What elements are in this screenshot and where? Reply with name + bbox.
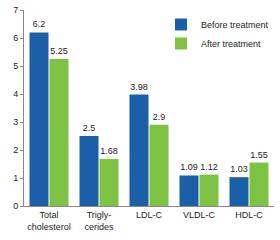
svg-text:Before treatment: Before treatment [201,20,269,30]
svg-text:1.55: 1.55 [250,150,268,160]
svg-text:Trigly-cerides: Trigly-cerides [84,210,114,232]
svg-text:1.68: 1.68 [100,146,118,156]
svg-text:2.9: 2.9 [153,112,166,122]
svg-text:After treatment: After treatment [201,39,261,49]
svg-text:4: 4 [13,89,18,99]
svg-text:6.2: 6.2 [33,19,46,29]
svg-text:3.98: 3.98 [130,82,148,92]
svg-text:0: 0 [13,201,18,211]
svg-text:LDL-C: LDL-C [136,210,163,220]
svg-text:1.12: 1.12 [200,162,218,172]
svg-text:1.03: 1.03 [230,164,248,174]
svg-text:6: 6 [13,33,18,43]
svg-text:HDL-C: HDL-C [235,210,263,220]
svg-text:2.5: 2.5 [83,123,96,133]
svg-text:2: 2 [13,145,18,155]
svg-text:7: 7 [13,5,18,15]
svg-text:Totalcholesterol: Totalcholesterol [27,210,71,232]
svg-text:5: 5 [13,61,18,71]
svg-text:3: 3 [13,117,18,127]
svg-text:5.25: 5.25 [50,46,68,56]
svg-text:1.09: 1.09 [180,162,198,172]
svg-text:1: 1 [13,173,18,183]
svg-text:VLDL-C: VLDL-C [183,210,216,220]
